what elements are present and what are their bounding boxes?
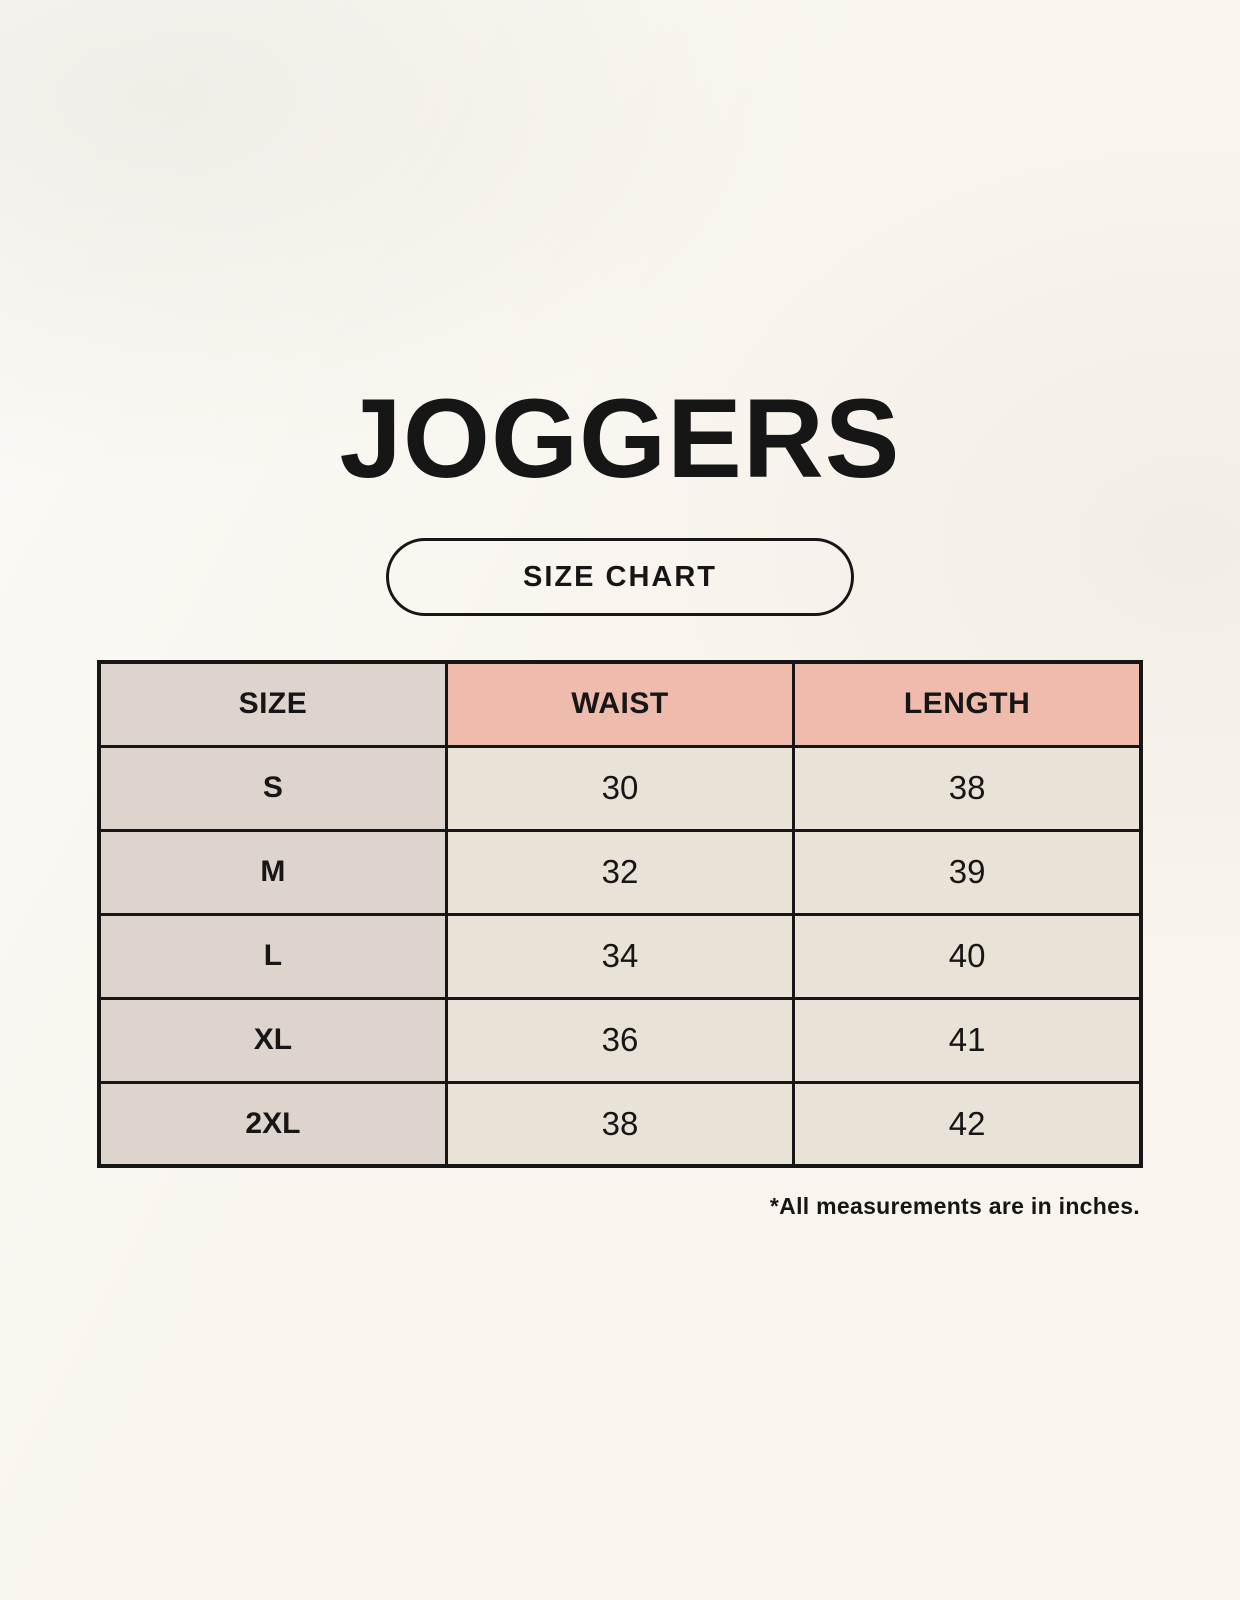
size-chart-table: SIZE WAIST LENGTH S 30 38 M 32 39 L 34 4… — [97, 660, 1143, 1168]
table-row: 2XL 38 42 — [97, 1080, 1143, 1168]
table-header-row: SIZE WAIST LENGTH — [97, 660, 1143, 748]
waist-value: 30 — [444, 744, 796, 832]
waist-value: 32 — [444, 828, 796, 916]
size-label: 2XL — [97, 1080, 448, 1168]
column-header-length: LENGTH — [792, 660, 1143, 748]
column-header-size: SIZE — [97, 660, 448, 748]
length-value: 39 — [792, 828, 1143, 916]
waist-value: 38 — [444, 1080, 796, 1168]
length-value: 40 — [792, 912, 1143, 1000]
waist-value: 34 — [444, 912, 796, 1000]
table-row: L 34 40 — [97, 912, 1143, 1000]
table-row: S 30 38 — [97, 744, 1143, 832]
waist-value: 36 — [444, 996, 796, 1084]
size-label: L — [97, 912, 448, 1000]
table-row: XL 36 41 — [97, 996, 1143, 1084]
length-value: 41 — [792, 996, 1143, 1084]
column-header-waist: WAIST — [444, 660, 796, 748]
size-chart-badge: SIZE CHART — [386, 538, 854, 616]
table-row: M 32 39 — [97, 828, 1143, 916]
size-label: XL — [97, 996, 448, 1084]
length-value: 38 — [792, 744, 1143, 832]
size-label: S — [97, 744, 448, 832]
length-value: 42 — [792, 1080, 1143, 1168]
size-label: M — [97, 828, 448, 916]
size-chart-badge-label: SIZE CHART — [523, 560, 717, 593]
measurements-footnote: *All measurements are in inches. — [769, 1193, 1140, 1219]
page-title: JOGGERS — [339, 376, 901, 501]
